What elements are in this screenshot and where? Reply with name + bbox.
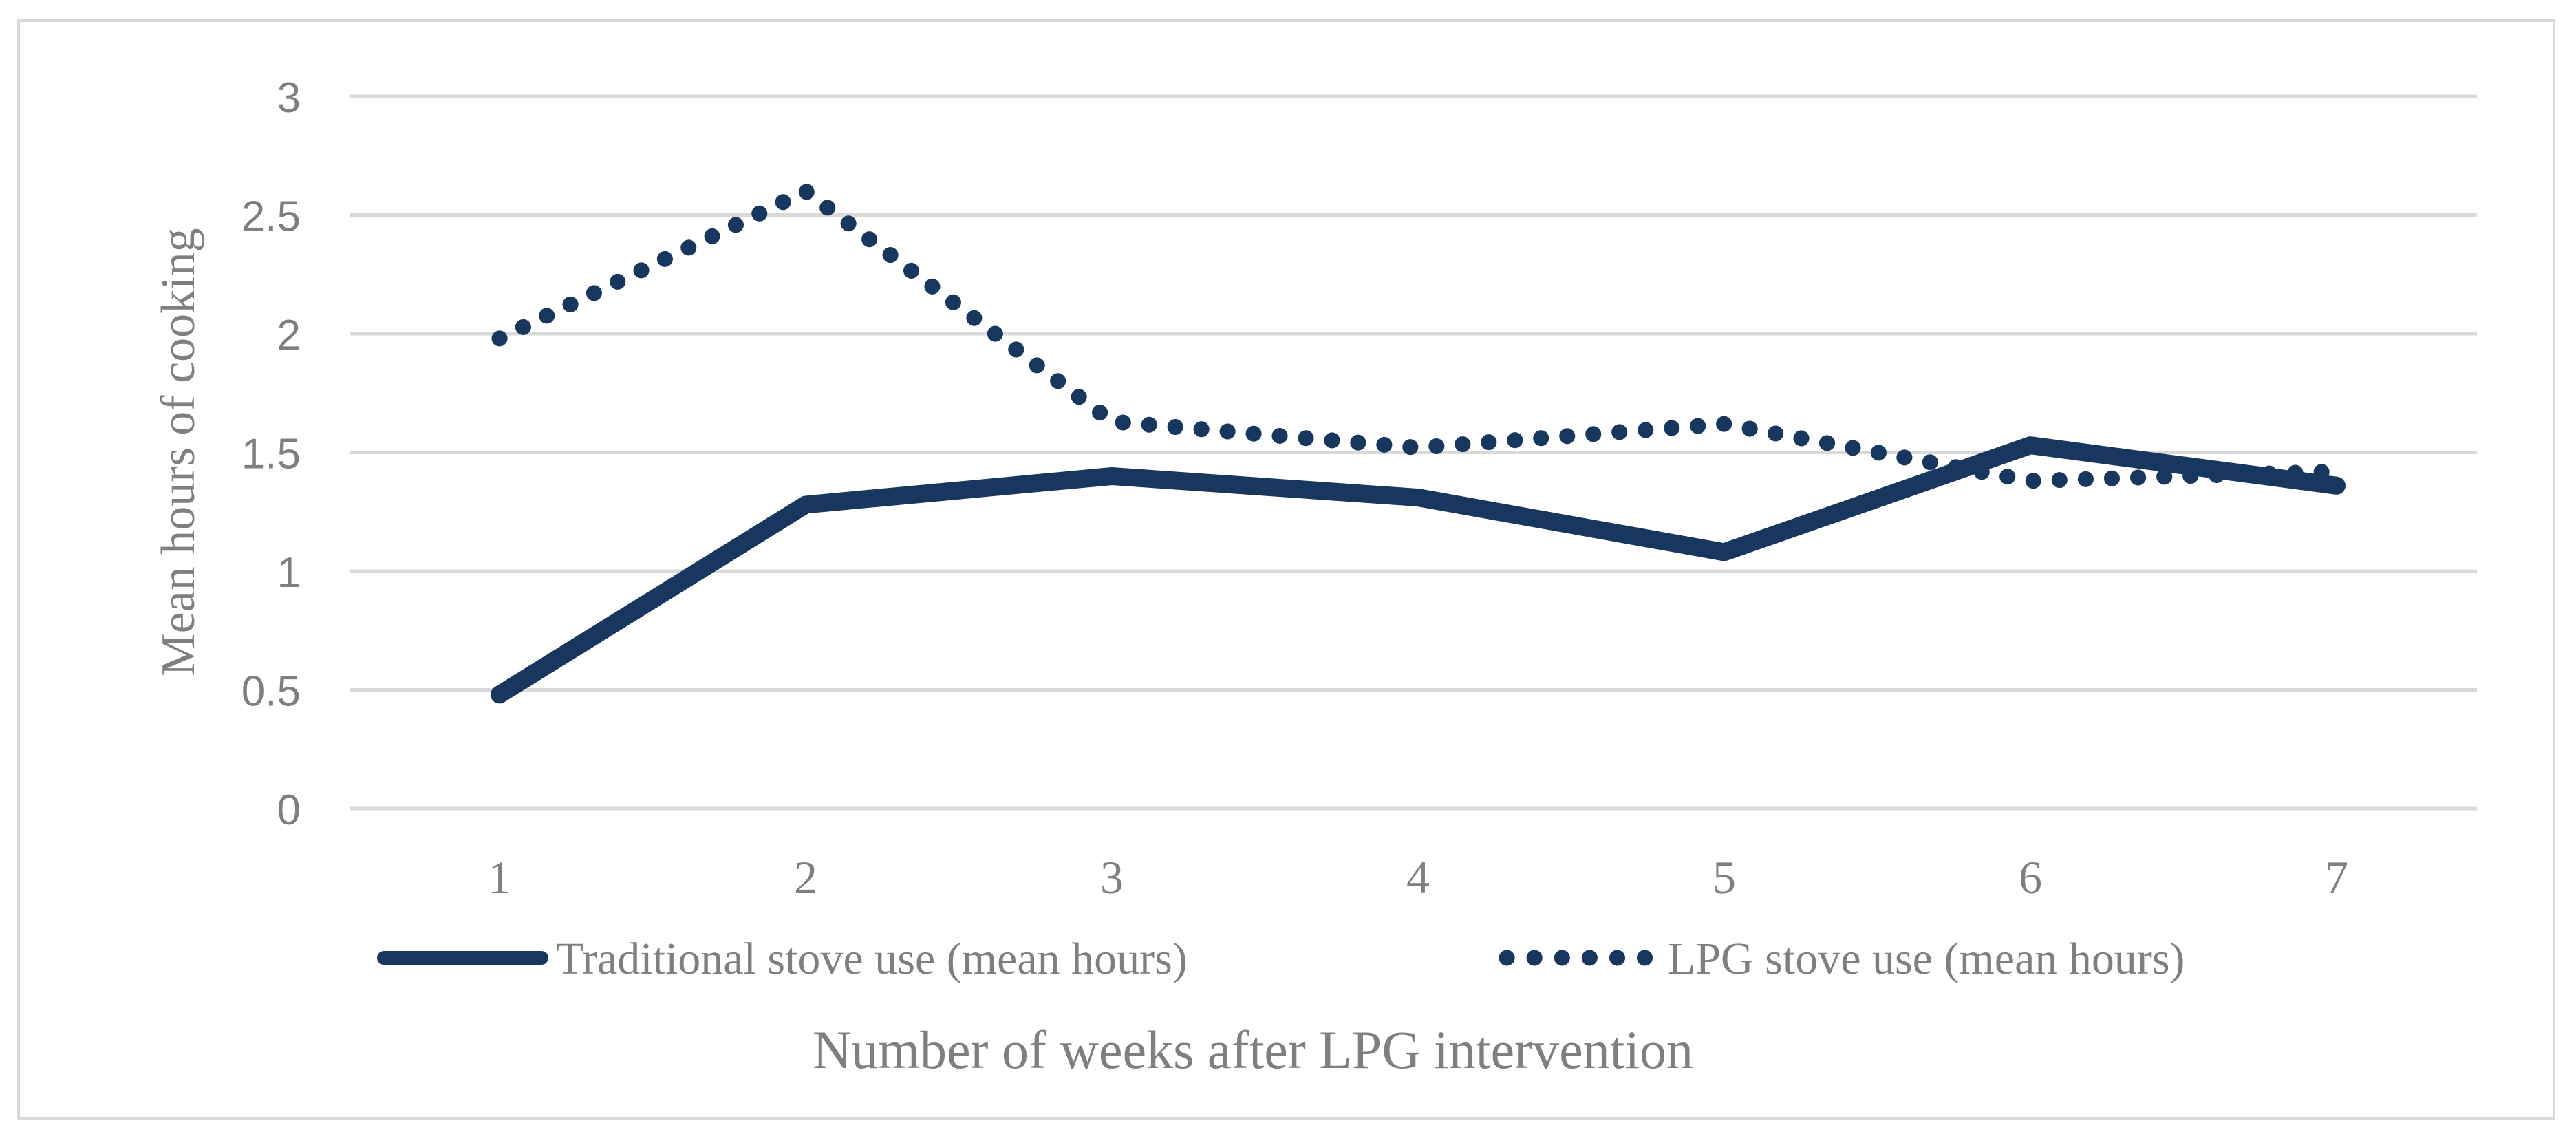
gridlines — [350, 94, 2477, 811]
series-line-lpg — [491, 183, 2345, 489]
x-tick-label: 4 — [1406, 851, 1430, 903]
series-line-traditional — [491, 436, 2346, 704]
x-tick-label: 1 — [488, 851, 511, 903]
legend-label-lpg: LPG stove use (mean hours) — [1668, 934, 2185, 984]
y-tick-label: 0.5 — [242, 668, 301, 716]
y-tick-label: 3 — [277, 74, 301, 122]
x-tick-label: 7 — [2325, 851, 2348, 903]
data-series — [491, 183, 2346, 704]
y-tick-label: 1 — [277, 549, 301, 597]
x-axis-tick-labels: 1 2 3 4 5 6 7 — [488, 851, 2348, 903]
y-tick-label: 2.5 — [242, 193, 301, 241]
legend-label-traditional: Traditional stove use (mean hours) — [556, 934, 1188, 984]
x-tick-label: 6 — [2019, 851, 2042, 903]
x-tick-label: 5 — [1713, 851, 1736, 903]
y-tick-label: 0 — [277, 787, 301, 834]
y-axis-title: Mean hours of cooking — [152, 228, 205, 676]
x-tick-label: 3 — [1100, 851, 1124, 903]
legend: Traditional stove use (mean hours) LPG s… — [377, 934, 2185, 984]
y-tick-label: 1.5 — [242, 431, 301, 478]
x-tick-label: 2 — [794, 851, 817, 903]
y-tick-label: 2 — [277, 312, 301, 359]
x-axis-title: Number of weeks after LPG intervention — [813, 1020, 1693, 1080]
y-axis-tick-labels: 0 0.5 1 1.5 2 2.5 3 — [242, 74, 301, 834]
